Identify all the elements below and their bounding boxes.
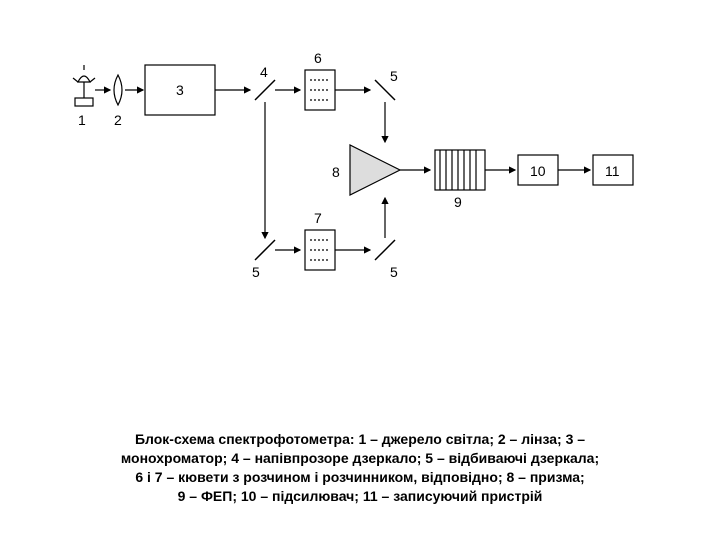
label-5-botleft: 5	[252, 264, 260, 280]
node-source	[73, 65, 95, 106]
caption-text: Блок-схема спектрофотометра: 1 – джерело…	[40, 430, 680, 506]
diagram-svg	[60, 20, 660, 320]
label-1: 1	[78, 112, 86, 128]
caption-line2: монохроматор; 4 – напівпрозоре дзеркало;…	[121, 450, 599, 466]
label-2: 2	[114, 112, 122, 128]
label-10: 10	[530, 163, 546, 179]
label-8: 8	[332, 164, 340, 180]
label-4: 4	[260, 64, 268, 80]
node-cuvette7	[305, 230, 335, 270]
node-cuvette6	[305, 70, 335, 110]
label-11: 11	[605, 163, 620, 179]
node-lens	[114, 75, 122, 105]
node-mirror4	[255, 80, 275, 100]
caption-line3: 6 і 7 – кювети з розчином і розчинником,…	[135, 469, 584, 485]
node-mirror5-botleft	[255, 240, 275, 260]
label-9: 9	[454, 194, 462, 210]
caption-line1: Блок-схема спектрофотометра: 1 – джерело…	[135, 431, 585, 447]
block-diagram: 1 2 3 4 6 5 5 7 5 8 9 10 11	[60, 20, 660, 320]
label-6: 6	[314, 50, 322, 66]
label-7: 7	[314, 210, 322, 226]
caption-line4: 9 – ФЕП; 10 – підсилювач; 11 – записуючи…	[178, 488, 543, 504]
node-mirror5-botright	[375, 240, 395, 260]
label-3: 3	[176, 82, 184, 98]
node-fep	[435, 150, 485, 190]
node-prism	[350, 145, 400, 195]
label-5-botright: 5	[390, 264, 398, 280]
label-5-top: 5	[390, 68, 398, 84]
